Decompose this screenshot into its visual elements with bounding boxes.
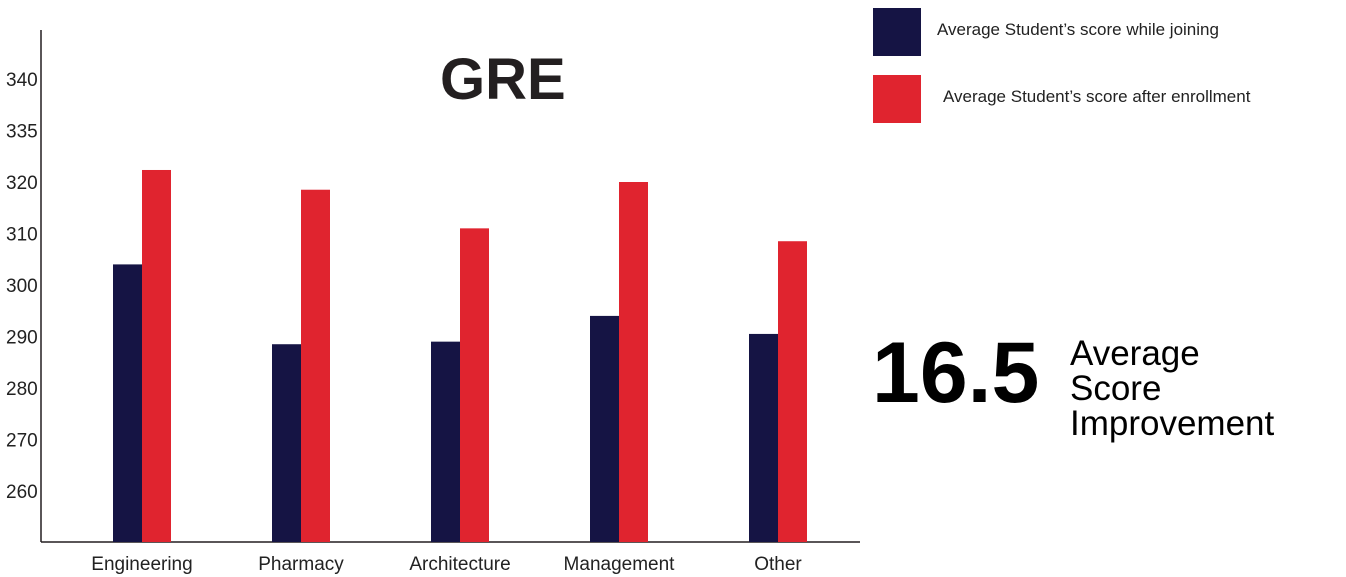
bar-enrollment-architecture (460, 228, 489, 542)
legend-swatch-enrollment (873, 75, 921, 123)
y-tick-label: 320 (6, 173, 38, 194)
bar-joining-other (749, 333, 778, 542)
chart-title: GRE (440, 47, 566, 112)
bar-joining-pharmacy (272, 344, 301, 542)
y-tick-label: 335 (6, 122, 38, 143)
stat-label-line1: Average Score (1070, 334, 1200, 408)
y-tick-label: 280 (6, 379, 38, 400)
y-tick-label: 310 (6, 225, 38, 246)
y-tick-label: 260 (6, 482, 38, 503)
y-tick-label: 300 (6, 276, 38, 297)
bar-joining-architecture (431, 341, 460, 542)
x-category-label: Engineering (91, 554, 192, 575)
bar-joining-engineering (113, 264, 142, 542)
bar-enrollment-engineering (142, 169, 171, 542)
bar-enrollment-other (778, 241, 807, 542)
x-category-label: Pharmacy (258, 554, 344, 575)
bars (113, 169, 807, 542)
y-tick-label: 270 (6, 431, 38, 452)
bar-enrollment-pharmacy (301, 189, 330, 542)
stat-value: 16.5 (872, 325, 1040, 421)
legend-label-enrollment: Average Student’s score after enrollment (943, 87, 1251, 106)
y-tick-label: 290 (6, 328, 38, 349)
stat-label: Average Score Improvement (1070, 336, 1274, 441)
y-tick-label: 340 (6, 70, 38, 91)
legend-swatch-joining (873, 8, 921, 56)
category-labels: Engineering Pharmacy Architecture Managemen… (91, 554, 802, 575)
bar-enrollment-management (619, 182, 648, 542)
y-tick-labels: 340 335 320 310 300 290 280 270 260 (6, 70, 38, 503)
stat-label-line2: Improvement (1070, 404, 1275, 443)
legend-label-joining: Average Student’s score while joining (937, 20, 1219, 39)
x-category-label: Other (754, 554, 802, 575)
bar-joining-management (590, 315, 619, 542)
x-category-label: Architecture (409, 554, 510, 575)
x-category-label: Management (564, 554, 676, 575)
